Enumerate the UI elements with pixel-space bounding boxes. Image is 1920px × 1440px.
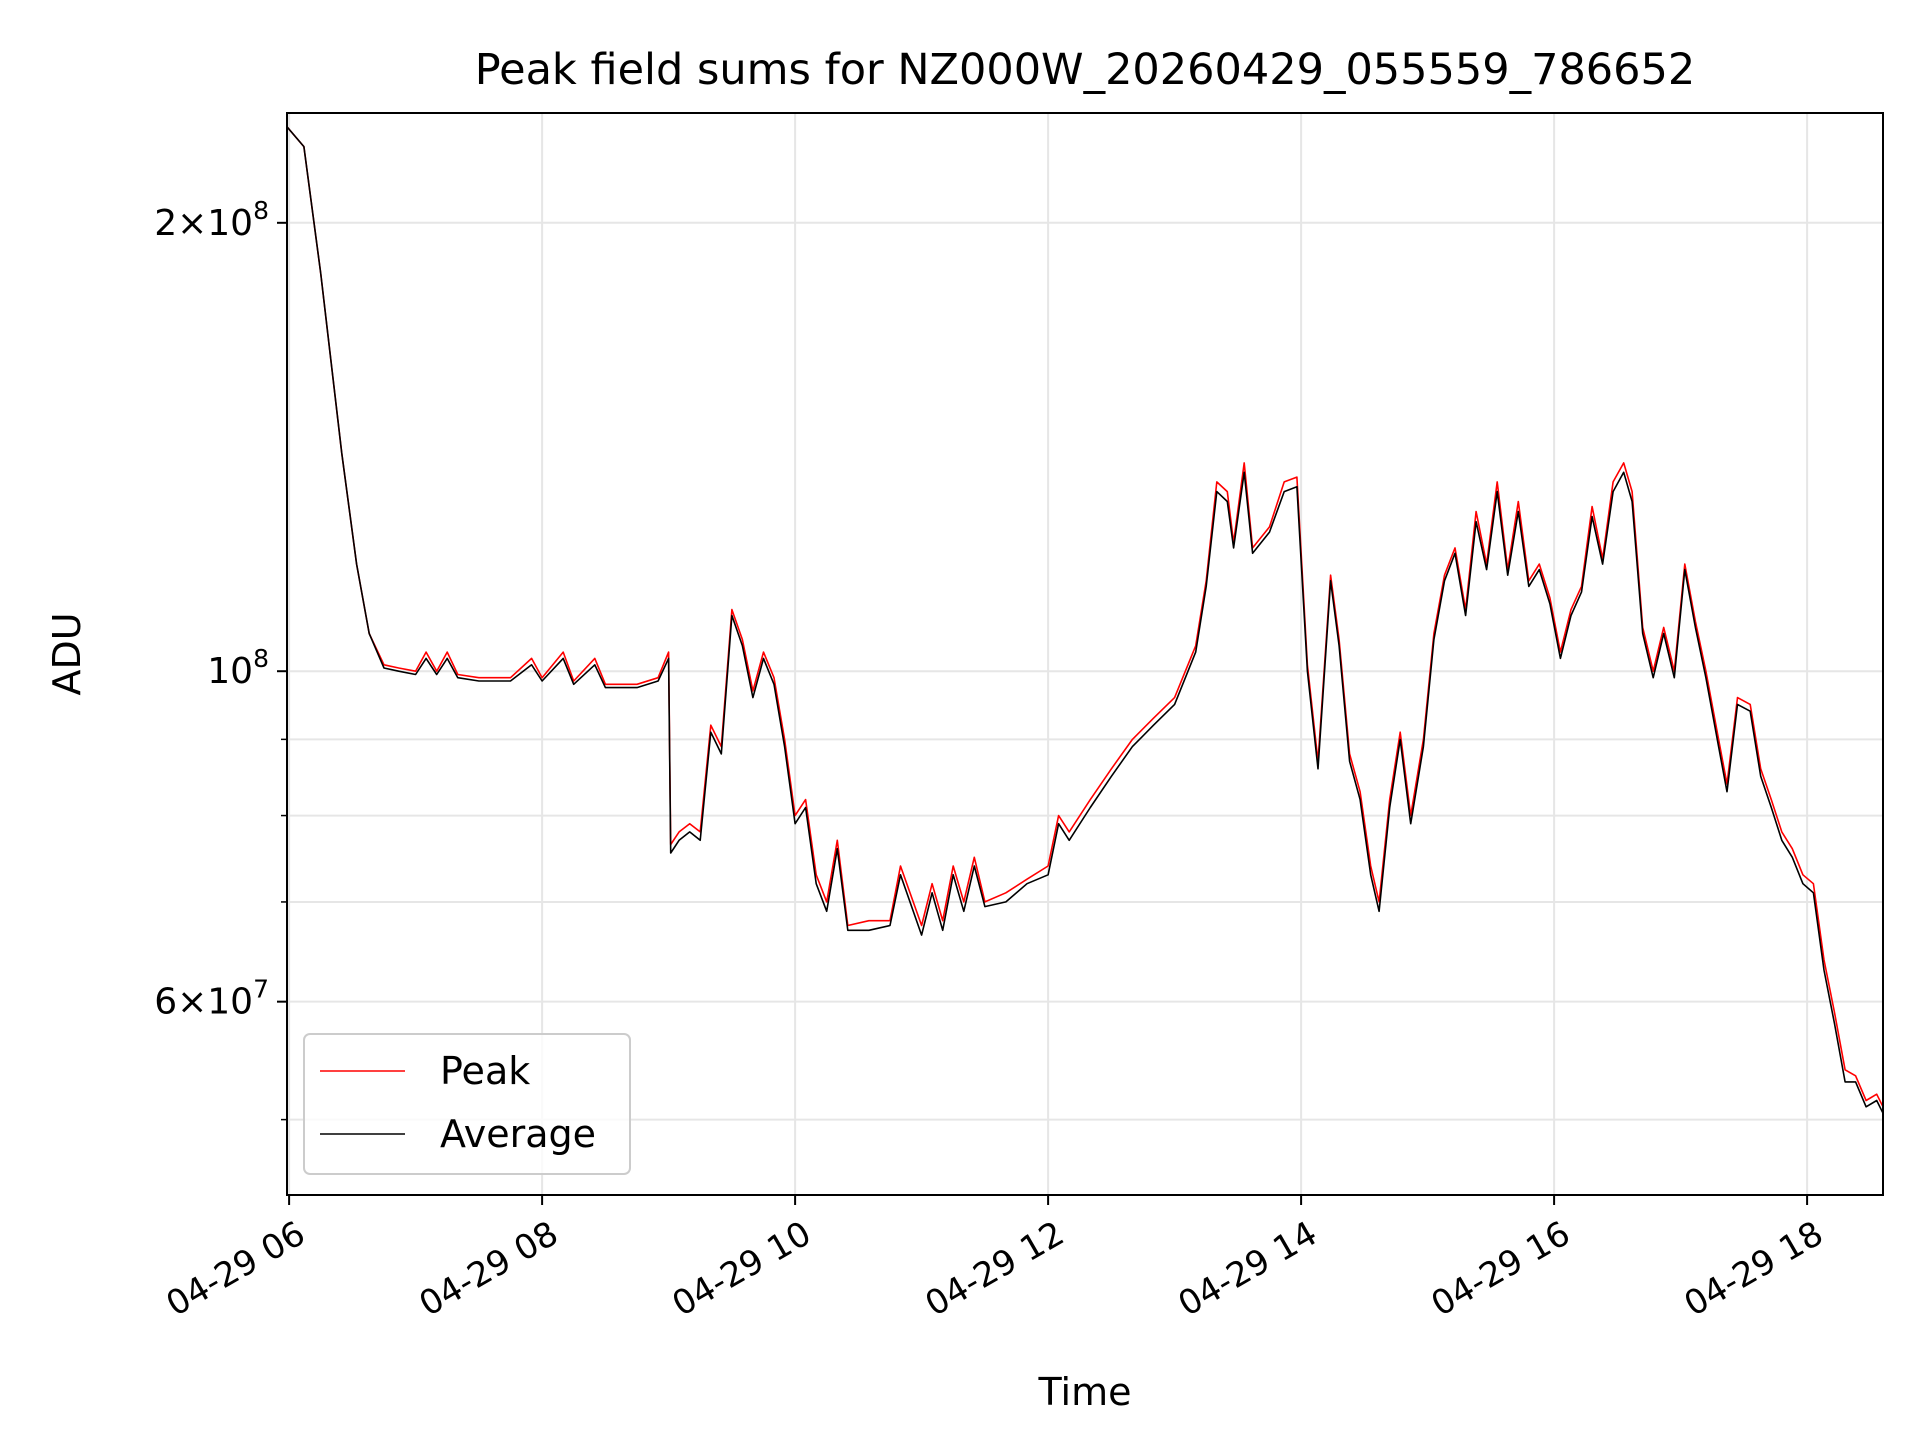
y-tick-label: 108 xyxy=(207,644,269,692)
y-tick-label: 2×108 xyxy=(154,196,269,244)
y-axis-label: ADU xyxy=(45,612,89,695)
chart-title: Peak field sums for NZ000W_20260429_0555… xyxy=(475,45,1696,95)
plot-frame xyxy=(286,112,1884,1196)
series-layer xyxy=(286,126,1884,1114)
y-axis: 2×108 108 6×107 xyxy=(154,196,287,1121)
legend-label-peak: Peak xyxy=(440,1049,530,1093)
y-tick-label: 6×107 xyxy=(154,975,269,1023)
series-line-average xyxy=(286,126,1884,1114)
series-line-peak xyxy=(286,126,1884,1108)
grid xyxy=(287,113,1883,1195)
legend: Peak Average xyxy=(303,1033,631,1175)
legend-box xyxy=(303,1033,631,1175)
legend-label-average: Average xyxy=(440,1112,596,1156)
x-axis-label: Time xyxy=(1038,1370,1132,1414)
